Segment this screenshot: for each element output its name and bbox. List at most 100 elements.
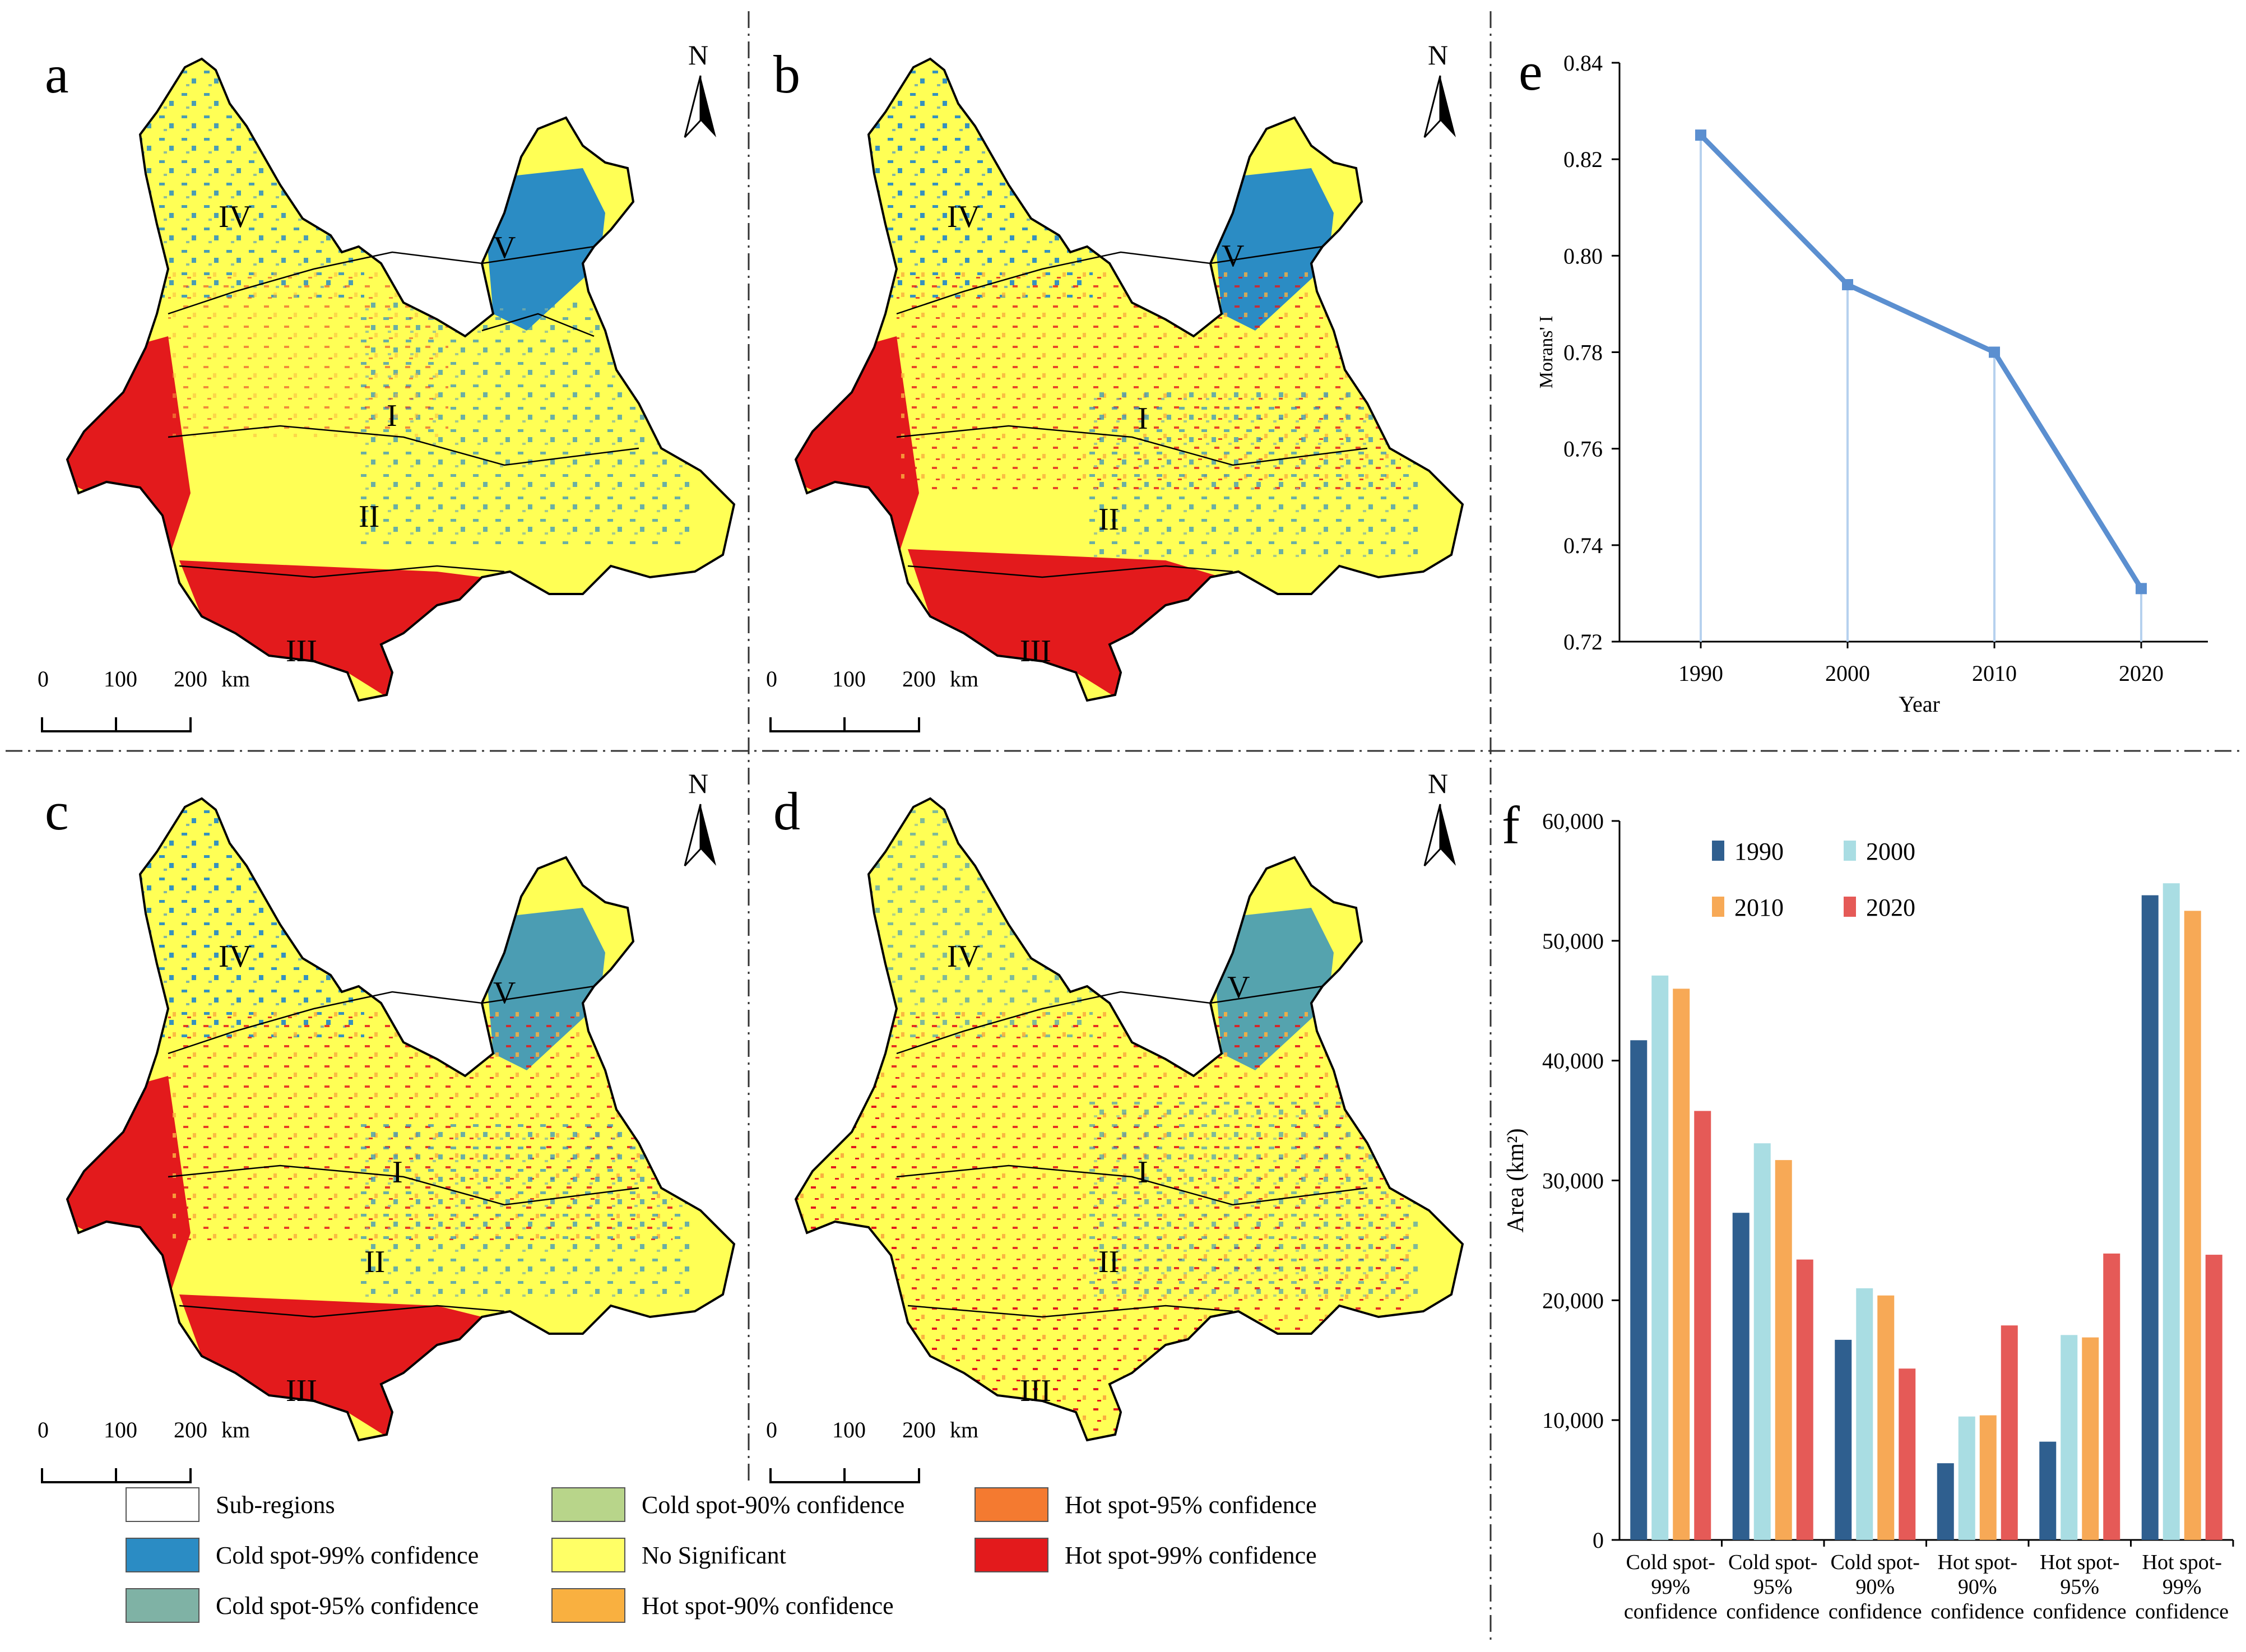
- data-point: [1695, 129, 1706, 141]
- bar: [2103, 1253, 2120, 1540]
- y-tick-label: 30,000: [1542, 1168, 1604, 1194]
- svg-text:0: 0: [766, 1417, 777, 1442]
- svg-text:km: km: [221, 1417, 250, 1442]
- x-tick-label: Hot spot-: [1938, 1551, 2018, 1574]
- y-tick-label: 0.78: [1563, 340, 1603, 365]
- bar: [1694, 1111, 1711, 1540]
- bar: [2061, 1335, 2078, 1540]
- legend-swatch: [126, 1588, 199, 1623]
- region-label-v: V: [493, 230, 516, 265]
- central-hot-speckle: [168, 269, 448, 437]
- y-tick-label: 40,000: [1542, 1048, 1604, 1074]
- legend-label: 2010: [1734, 894, 1784, 921]
- legend-label: Hot spot-95% confidence: [1065, 1491, 1317, 1519]
- north-arrow: N: [1423, 39, 1456, 138]
- svg-text:200: 200: [174, 1417, 207, 1442]
- north-arrow: N: [1423, 768, 1456, 867]
- legend-swatch: [126, 1538, 199, 1572]
- x-tick-label: 99%: [2163, 1575, 2202, 1599]
- region-label-iv: IV: [947, 939, 980, 974]
- data-point: [2136, 583, 2147, 595]
- scale-bar: 0 100 200 km: [38, 1417, 250, 1483]
- bar: [2184, 911, 2201, 1540]
- legend-label: Cold spot-99% confidence: [216, 1542, 479, 1569]
- data-point: [1989, 346, 2000, 358]
- svg-text:0: 0: [38, 666, 49, 692]
- legend-swatch: [1844, 897, 1856, 917]
- legend-swatch: [974, 1487, 1048, 1522]
- panel-letter: e: [1519, 41, 1543, 101]
- bar: [1877, 1295, 1895, 1540]
- y-tick-label: 0.84: [1563, 50, 1603, 76]
- bar: [1673, 989, 1690, 1540]
- x-tick-label: 90%: [1855, 1575, 1895, 1599]
- y-tick-label: 0: [1593, 1528, 1604, 1553]
- chart-e: e 0.72 0.74 0.76 0.78 0.80 0.82 0.84 Morans' I 1…: [1519, 41, 2208, 717]
- panel-dividers: [6, 11, 2240, 1642]
- north-arrow: N: [684, 768, 716, 867]
- region-label-v: V: [1227, 970, 1250, 1005]
- region-label-iv: IV: [219, 199, 252, 234]
- region-label-iv: IV: [947, 199, 980, 234]
- legend-label: Sub-regions: [216, 1491, 335, 1519]
- legend-swatch: [1712, 897, 1724, 917]
- bar: [1651, 975, 1669, 1540]
- region-label-ii: II: [1098, 1245, 1119, 1279]
- bar: [2082, 1337, 2099, 1540]
- svg-text:100: 100: [832, 1417, 866, 1442]
- svg-text:200: 200: [174, 666, 207, 692]
- x-tick-label: confidence: [1624, 1600, 1718, 1623]
- x-tick-label: 2000: [1825, 661, 1870, 686]
- region-v-cold: [482, 168, 605, 331]
- bar: [1899, 1368, 1916, 1540]
- svg-text:km: km: [221, 666, 250, 692]
- region-label-ii: II: [364, 1245, 385, 1279]
- x-tick-label: Hot spot-: [2040, 1551, 2120, 1574]
- region-label-iii: III: [286, 634, 317, 669]
- bar: [2141, 895, 2159, 1540]
- region-label-ii: II: [1098, 502, 1119, 537]
- region-label-i: I: [387, 398, 397, 433]
- scale-bar: 0 100 200 km: [766, 666, 978, 732]
- svg-text:N: N: [1428, 768, 1448, 799]
- bar: [1732, 1213, 1750, 1540]
- north-arrow: N: [684, 39, 716, 138]
- region-label-iii: III: [1020, 1373, 1051, 1408]
- bar: [2039, 1441, 2057, 1540]
- region-label-iv: IV: [219, 939, 252, 974]
- subregion-border: [168, 425, 639, 466]
- region-label-i: I: [1138, 401, 1148, 436]
- y-tick-label: 0.80: [1563, 243, 1603, 268]
- legend-swatch: [551, 1487, 625, 1522]
- map-panel-a: a IV V I II III N 0 100 200 km: [38, 39, 735, 732]
- bar: [1775, 1160, 1792, 1540]
- y-tick-label: 0.76: [1563, 437, 1603, 462]
- legend-swatch: [551, 1538, 625, 1572]
- region-label-i: I: [392, 1155, 403, 1190]
- x-tick-label: Cold spot-: [1626, 1551, 1715, 1574]
- bar: [2205, 1255, 2222, 1540]
- bar: [1796, 1259, 1813, 1540]
- svg-text:100: 100: [104, 666, 137, 692]
- legend-swatch: [1844, 841, 1856, 861]
- legend-label: 2000: [1866, 838, 1915, 865]
- x-tick-label: 2010: [1972, 661, 2017, 686]
- x-tick-label: 2020: [2119, 661, 2164, 686]
- y-tick-label: 50,000: [1542, 929, 1604, 954]
- subregion-border: [481, 313, 595, 337]
- legend-label: No Significant: [642, 1542, 786, 1569]
- series-line: [1699, 133, 2143, 590]
- svg-text:100: 100: [104, 1417, 137, 1442]
- x-tick-label: Cold spot-: [1728, 1551, 1817, 1574]
- bar: [1979, 1415, 1997, 1540]
- y-tick-label: 0.74: [1563, 533, 1603, 558]
- svg-text:0: 0: [766, 666, 777, 692]
- panel-letter: c: [45, 781, 69, 841]
- svg-text:200: 200: [902, 1417, 936, 1442]
- x-tick-label: Cold spot-: [1831, 1551, 1920, 1574]
- y-axis-label: Area (km²): [1503, 1128, 1529, 1232]
- legend-swatch: [974, 1538, 1048, 1572]
- svg-text:N: N: [1428, 39, 1448, 71]
- legend-label: 1990: [1734, 838, 1784, 865]
